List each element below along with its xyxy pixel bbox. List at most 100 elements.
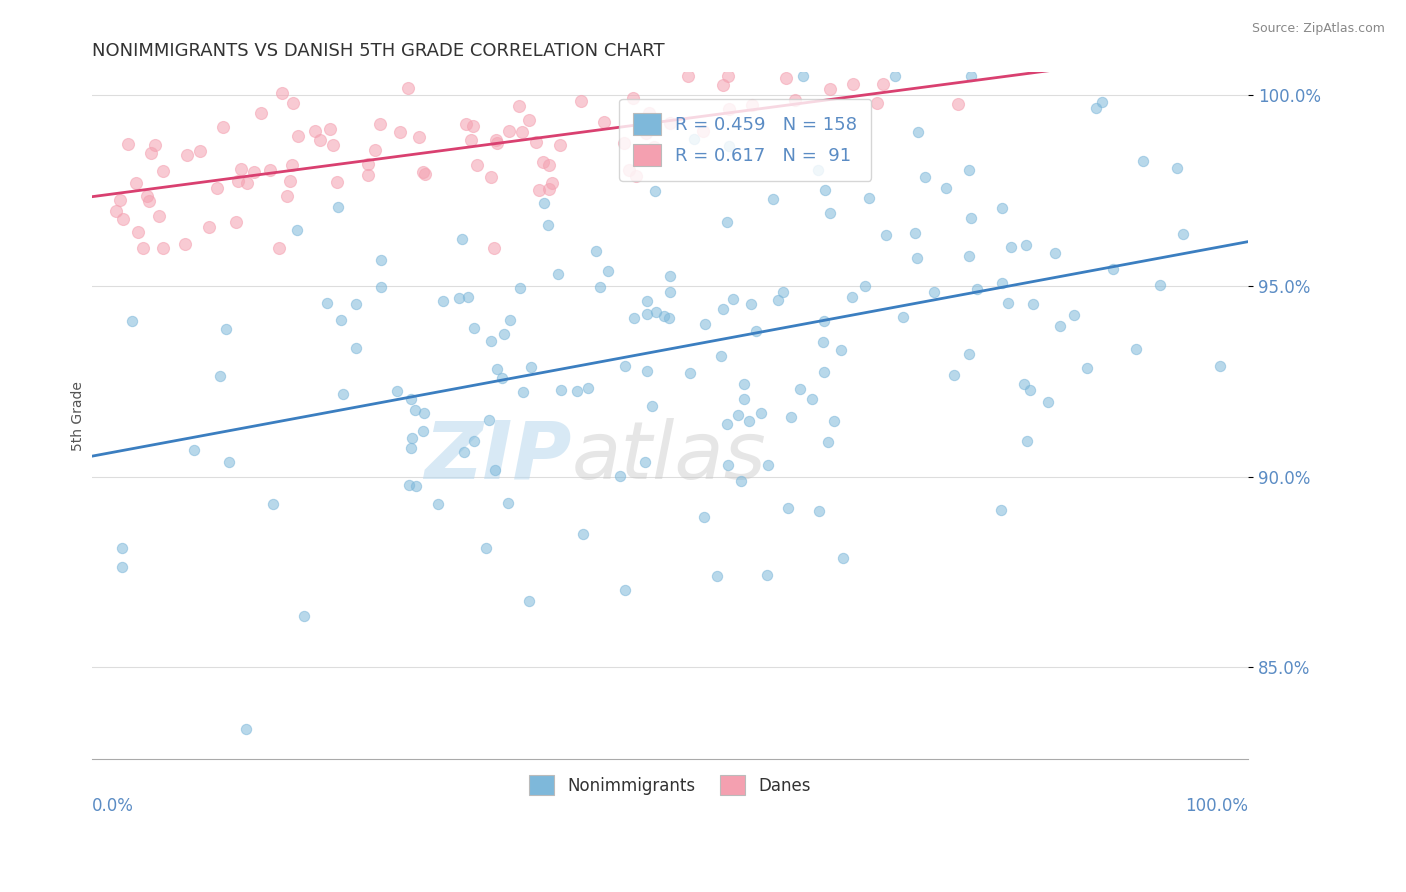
Point xyxy=(401,431,423,445)
Point xyxy=(853,279,876,293)
Point xyxy=(111,541,134,556)
Point xyxy=(278,174,301,188)
Point xyxy=(678,69,700,83)
Point xyxy=(756,458,779,472)
Point xyxy=(215,322,238,336)
Point xyxy=(292,608,315,623)
Point xyxy=(692,123,714,137)
Point xyxy=(404,403,426,417)
Point xyxy=(789,382,811,396)
Point xyxy=(205,181,228,195)
Point xyxy=(148,209,170,223)
Point xyxy=(236,176,259,190)
Point xyxy=(613,359,636,373)
Point xyxy=(1043,246,1066,260)
Point xyxy=(609,469,631,483)
Point xyxy=(1022,297,1045,311)
Point xyxy=(1015,434,1038,448)
Point xyxy=(208,369,231,384)
Point xyxy=(540,177,562,191)
Point xyxy=(717,69,740,83)
Point xyxy=(683,132,706,146)
Point xyxy=(1063,308,1085,322)
Point xyxy=(907,125,929,139)
Point xyxy=(693,317,716,331)
Point xyxy=(370,253,392,268)
Point xyxy=(866,95,889,110)
Text: 100.0%: 100.0% xyxy=(1185,797,1249,814)
Point xyxy=(823,414,845,428)
Point xyxy=(408,130,430,145)
Point xyxy=(820,206,842,220)
Point xyxy=(308,133,330,147)
Point xyxy=(644,184,666,198)
Point xyxy=(242,165,264,179)
Point xyxy=(509,281,531,295)
Point xyxy=(749,406,772,420)
Point xyxy=(412,164,434,178)
Point xyxy=(637,116,659,130)
Point xyxy=(463,119,485,133)
Point xyxy=(510,125,533,139)
Point xyxy=(482,241,505,255)
Point xyxy=(772,285,794,299)
Point xyxy=(830,343,852,357)
Text: ZIP: ZIP xyxy=(425,417,572,496)
Point xyxy=(141,146,163,161)
Point xyxy=(1036,394,1059,409)
Point xyxy=(405,478,427,492)
Point xyxy=(1015,237,1038,252)
Point xyxy=(526,136,548,150)
Point xyxy=(960,211,983,226)
Point xyxy=(717,458,740,472)
Point xyxy=(259,162,281,177)
Point xyxy=(492,326,515,341)
Point xyxy=(1076,361,1098,376)
Text: NONIMMIGRANTS VS DANISH 5TH GRADE CORRELATION CHART: NONIMMIGRANTS VS DANISH 5TH GRADE CORREL… xyxy=(93,42,665,60)
Point xyxy=(755,568,778,582)
Point xyxy=(636,294,658,309)
Point xyxy=(914,169,936,184)
Point xyxy=(659,116,682,130)
Point xyxy=(733,392,755,406)
Point xyxy=(262,497,284,511)
Point xyxy=(125,177,148,191)
Point xyxy=(508,99,530,113)
Point xyxy=(451,232,474,246)
Point xyxy=(740,297,762,311)
Point xyxy=(368,117,391,131)
Point xyxy=(111,559,134,574)
Point xyxy=(401,441,423,455)
Point xyxy=(332,386,354,401)
Point xyxy=(512,384,534,399)
Point xyxy=(1173,227,1195,241)
Point xyxy=(576,381,599,395)
Point xyxy=(478,413,501,427)
Point xyxy=(636,364,658,378)
Point xyxy=(479,170,502,185)
Point xyxy=(127,226,149,240)
Point xyxy=(517,594,540,608)
Point xyxy=(281,158,304,172)
Point xyxy=(730,474,752,488)
Point xyxy=(813,314,835,328)
Point xyxy=(776,500,799,515)
Point xyxy=(529,183,551,197)
Point xyxy=(453,444,475,458)
Point xyxy=(322,138,344,153)
Point xyxy=(412,424,434,438)
Point xyxy=(538,182,561,196)
Point xyxy=(548,137,571,152)
Point xyxy=(463,320,485,334)
Point xyxy=(481,334,503,348)
Point xyxy=(907,251,929,265)
Point xyxy=(547,267,569,281)
Point xyxy=(808,504,831,518)
Point xyxy=(623,310,645,325)
Point xyxy=(460,133,482,147)
Point xyxy=(858,191,880,205)
Point xyxy=(496,496,519,510)
Text: 0.0%: 0.0% xyxy=(93,797,134,814)
Point xyxy=(619,162,641,177)
Point xyxy=(813,365,835,379)
